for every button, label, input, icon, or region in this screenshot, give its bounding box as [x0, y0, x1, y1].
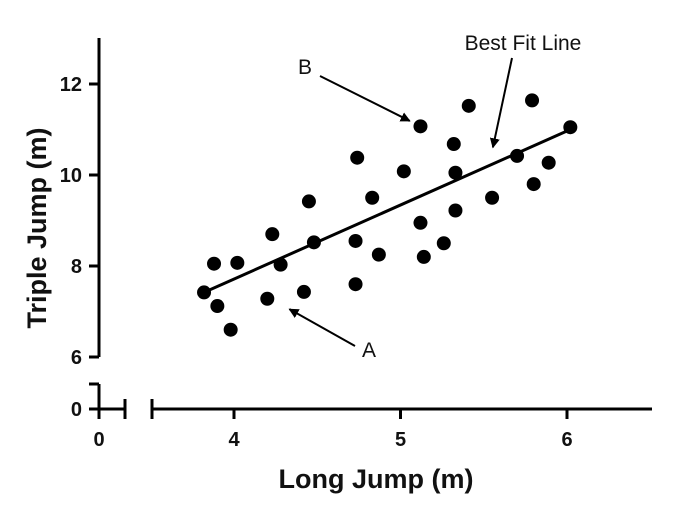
data-point	[348, 233, 363, 248]
data-point	[446, 137, 461, 152]
y-tick-label: 10	[60, 165, 82, 187]
data-point	[510, 148, 525, 163]
annotation-label: Best Fit Line	[465, 32, 582, 55]
data-point	[296, 284, 311, 299]
best-fit-line	[203, 128, 571, 294]
data-point	[348, 277, 363, 292]
x-tick-label: 6	[561, 429, 572, 451]
data-point	[273, 257, 288, 272]
data-point	[541, 155, 556, 170]
data-point	[526, 177, 541, 192]
y-tick-label: 0	[71, 399, 82, 421]
data-point	[448, 165, 463, 180]
data-point	[461, 98, 476, 113]
data-point	[563, 120, 578, 135]
data-point	[485, 190, 500, 205]
data-point	[396, 164, 411, 179]
data-point	[301, 194, 316, 209]
data-point	[306, 235, 321, 250]
y-tick-label: 6	[71, 347, 82, 369]
y-tick-label: 8	[71, 256, 82, 278]
data-point	[413, 215, 428, 230]
data-point	[260, 291, 275, 306]
annotation-arrow	[489, 57, 513, 149]
data-point	[210, 299, 225, 314]
data-point	[525, 93, 540, 108]
x-tick-label: 5	[395, 429, 406, 451]
data-point	[371, 247, 386, 262]
annotation-label: A	[362, 339, 376, 362]
y-tick-label: 12	[60, 74, 82, 96]
data-point	[350, 150, 365, 165]
data-point	[448, 203, 463, 218]
x-axis-title: Long Jump (m)	[279, 464, 474, 494]
annotation-label: B	[298, 56, 312, 79]
x-tick-label: 4	[228, 429, 240, 451]
data-point	[223, 322, 238, 337]
data-point	[416, 249, 431, 264]
annotation-arrow	[319, 75, 411, 122]
data-point	[265, 227, 280, 242]
x-tick-label: 0	[93, 429, 104, 451]
data-point	[365, 190, 380, 205]
data-point	[413, 119, 428, 134]
annotation-arrow	[288, 308, 356, 347]
data-point	[197, 285, 212, 300]
y-axis-title: Triple Jump (m)	[22, 127, 52, 328]
data-point	[436, 236, 451, 251]
data-point	[230, 255, 245, 270]
data-point	[207, 256, 222, 271]
